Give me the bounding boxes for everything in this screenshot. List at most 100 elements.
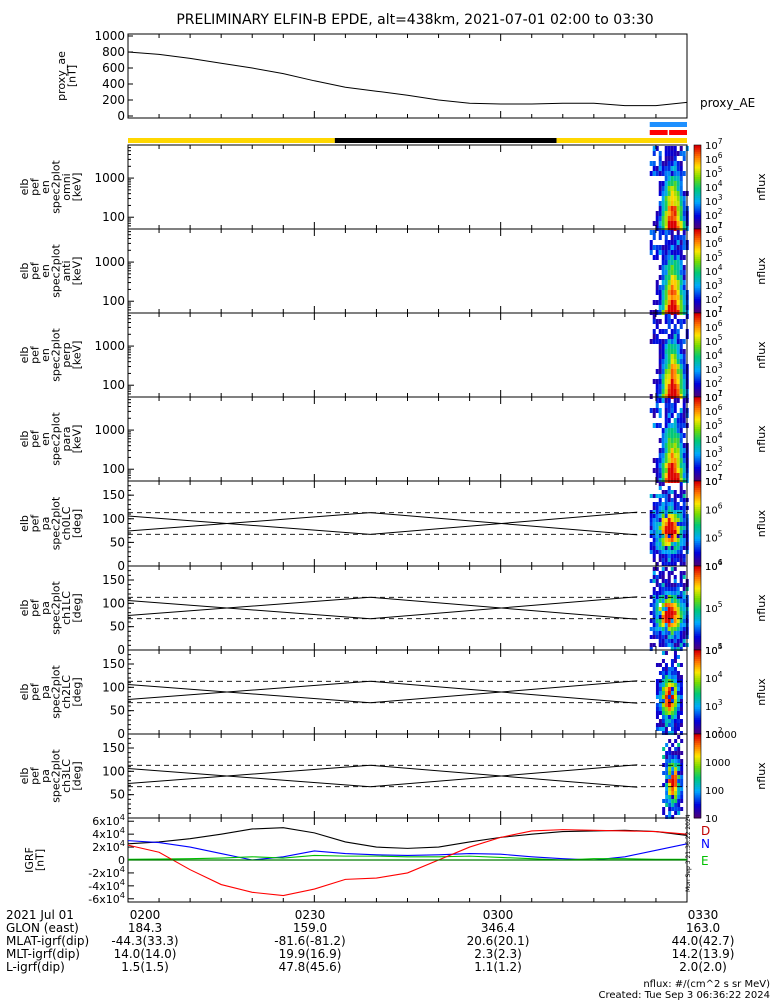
spectrogram-cell <box>676 221 680 226</box>
spectrogram-cell <box>670 647 674 651</box>
spectrogram-cell <box>682 398 686 403</box>
spectrogram-cell <box>679 463 683 468</box>
colorbar-cell <box>694 172 701 175</box>
spectrogram-cell <box>670 514 674 518</box>
colorbar-cell <box>694 683 701 687</box>
spectrogram-cell <box>670 691 674 695</box>
spectrogram-cell <box>664 607 668 611</box>
colorbar-cell <box>694 620 701 624</box>
spectrogram-cell <box>658 408 662 413</box>
spectrogram-cell <box>679 550 683 554</box>
ylabel-line: en <box>39 348 52 362</box>
colorbar-cell <box>694 455 701 459</box>
spectrogram-cell <box>661 550 665 554</box>
colorbar-cell <box>694 815 701 819</box>
spectrogram-cell <box>673 295 677 300</box>
spectrogram-cell <box>655 595 659 599</box>
spectrogram-cell <box>674 751 678 755</box>
colorbar-cell <box>694 292 701 295</box>
spectrogram-cell <box>658 534 662 538</box>
spectrogram-cell <box>667 176 671 181</box>
colorbar-cell <box>694 805 701 808</box>
colorbar-cell <box>694 529 701 533</box>
colorbar-cell <box>694 401 701 404</box>
spectrogram-cell <box>658 349 662 354</box>
y-tick-label: 0 <box>117 559 125 573</box>
colorbar-cell <box>694 434 701 438</box>
spectrogram-cell <box>671 775 675 779</box>
spectrogram-cell <box>673 453 677 458</box>
spectrogram-cell <box>679 191 683 196</box>
spectrogram-cell <box>676 643 680 647</box>
spectrogram-cell <box>667 161 671 166</box>
spectrogram-cell <box>667 314 671 319</box>
ylabel-line: elb <box>18 684 31 701</box>
spectrogram-cell <box>667 448 671 453</box>
spectrogram-cell <box>664 542 668 546</box>
colorbar-cell <box>694 420 701 423</box>
spectrogram-cell <box>670 408 674 413</box>
spectrogram-cell <box>670 181 674 186</box>
y-tick-label: 50 <box>110 788 125 802</box>
spectrogram-cell <box>674 811 678 815</box>
spectrogram-cell <box>682 339 686 344</box>
colorbar-cell <box>694 582 701 586</box>
colorbar-cell <box>694 517 701 520</box>
colorbar-cell <box>694 584 701 588</box>
spectrogram-cell <box>655 369 659 374</box>
spectrogram-cell <box>676 166 680 171</box>
spectrogram-cell <box>664 260 668 265</box>
spectrogram-cell <box>673 498 677 502</box>
spectrogram-cell <box>652 526 656 530</box>
spectrogram-cell <box>676 727 680 731</box>
pa_ch1-frame <box>127 565 688 651</box>
spectrogram-cell <box>652 514 656 518</box>
spectrogram-cell <box>664 619 668 623</box>
colorbar-cell <box>694 799 701 802</box>
ylabel-line: pef <box>28 177 41 196</box>
spectrogram-cell <box>649 647 653 651</box>
spectrogram-cell <box>661 562 665 566</box>
spectrogram-cell <box>673 667 677 671</box>
spectrogram-cell <box>676 683 680 687</box>
spectrogram-cell <box>679 647 683 651</box>
spectrogram-cell <box>661 186 665 191</box>
colorbar-cell <box>694 348 701 352</box>
colorbar-cell <box>694 411 701 415</box>
spectrogram-cell <box>676 443 680 448</box>
spectrogram-cell <box>652 587 656 591</box>
colorbar-tick-label: 102 <box>705 291 723 306</box>
spectrogram-cell <box>673 731 677 735</box>
igrf-legend-E: E <box>701 854 709 868</box>
spectrogram-cell <box>652 502 656 506</box>
colorbar-cell <box>694 610 701 613</box>
spectrogram-cell <box>664 691 668 695</box>
spectrogram-cell <box>679 458 683 463</box>
y-tick-label: 100 <box>102 378 125 392</box>
spectrogram-cell <box>661 196 665 201</box>
spectrogram-cell <box>661 603 665 607</box>
spectrogram-cell <box>667 522 671 526</box>
spectrogram-cell <box>658 719 662 723</box>
spectrogram-cell <box>673 438 677 443</box>
spectrogram-cell <box>679 542 683 546</box>
colorbar-unit-label: nflux <box>755 678 768 706</box>
y-tick-label: 100 <box>102 294 125 308</box>
spectrogram-cell <box>652 615 656 619</box>
spectrogram-cell <box>673 518 677 522</box>
colorbar-cell <box>694 453 701 457</box>
spectrogram-cell <box>676 260 680 265</box>
ylabel-line: pef <box>28 261 41 280</box>
spectrogram-cell <box>661 490 665 494</box>
spectrogram-cell <box>664 270 668 275</box>
colorbar-tick-label: 104 <box>705 431 723 446</box>
spectrogram-cell <box>661 691 665 695</box>
spectrogram-cell <box>658 498 662 502</box>
spectrogram-cell <box>676 473 680 478</box>
colorbar-cell <box>694 390 701 394</box>
spectrogram-cell <box>664 186 668 191</box>
spectrogram-cell <box>664 300 668 305</box>
colorbar-cell <box>694 252 701 255</box>
spectrogram-cell <box>658 482 662 486</box>
